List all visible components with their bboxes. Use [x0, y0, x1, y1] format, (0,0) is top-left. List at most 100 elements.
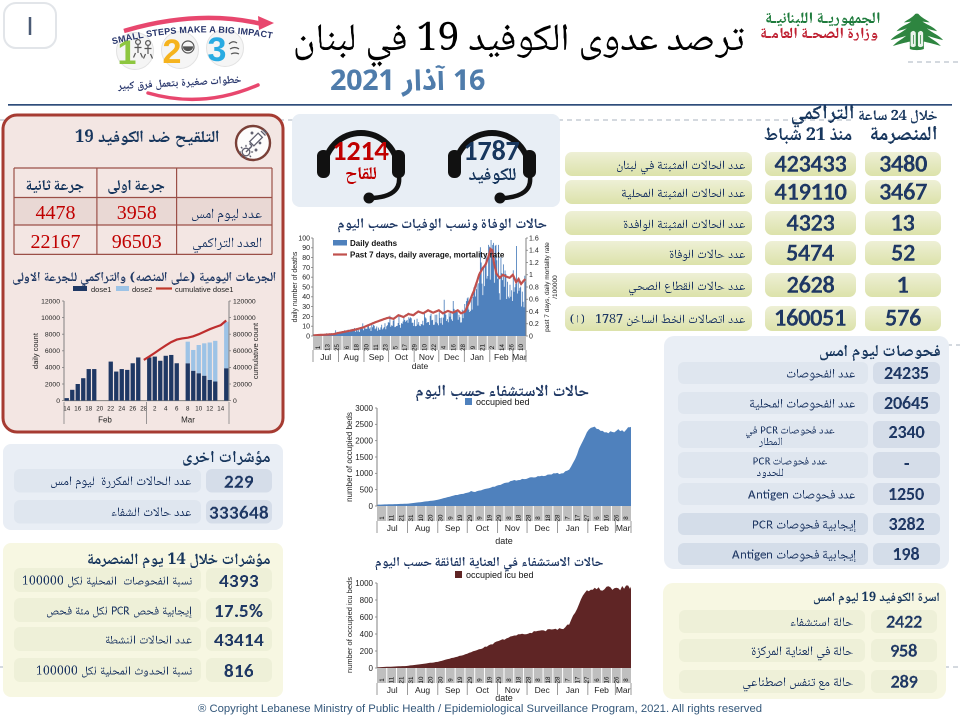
svg-text:0.6: 0.6 — [529, 297, 539, 304]
svg-text:8: 8 — [506, 678, 513, 682]
svg-text:6: 6 — [175, 406, 179, 413]
svg-text:0: 0 — [369, 664, 374, 673]
svg-text:occupied bed: occupied bed — [476, 397, 530, 407]
svg-text:20: 20 — [96, 406, 103, 413]
svg-text:800: 800 — [360, 596, 374, 605]
svg-text:10: 10 — [418, 514, 425, 521]
svg-text:17: 17 — [402, 344, 409, 351]
svg-text:1: 1 — [315, 345, 322, 349]
svg-text:dose1: dose1 — [91, 285, 111, 294]
svg-text:28: 28 — [555, 676, 562, 683]
svg-text:16: 16 — [604, 514, 611, 521]
svg-text:28: 28 — [525, 514, 532, 521]
svg-text:Oct: Oct — [476, 523, 490, 533]
svg-text:60: 60 — [302, 275, 310, 282]
svg-text:Feb: Feb — [594, 523, 609, 533]
svg-text:Jan: Jan — [566, 523, 580, 533]
svg-text:10: 10 — [302, 324, 310, 331]
svg-text:Aug: Aug — [415, 685, 430, 695]
svg-text:4: 4 — [164, 406, 168, 413]
svg-text:Dec: Dec — [535, 685, 551, 695]
svg-text:30: 30 — [438, 514, 445, 521]
svg-text:19: 19 — [486, 676, 493, 683]
svg-text:10000: 10000 — [41, 315, 60, 322]
svg-text:2500: 2500 — [355, 420, 373, 429]
svg-text:Feb: Feb — [494, 352, 509, 362]
svg-text:18: 18 — [516, 514, 523, 521]
svg-text:1: 1 — [379, 678, 386, 682]
svg-text:cumulative count: cumulative count — [251, 322, 260, 379]
svg-text:80: 80 — [302, 255, 310, 262]
svg-text:Aug: Aug — [344, 352, 359, 362]
svg-text:occupied icu bed: occupied icu bed — [466, 570, 534, 580]
svg-text:4: 4 — [441, 345, 448, 349]
svg-text:10: 10 — [418, 676, 425, 683]
svg-text:8: 8 — [535, 516, 542, 520]
svg-text:70: 70 — [302, 265, 310, 272]
svg-text:40000: 40000 — [233, 365, 252, 372]
svg-text:Mar: Mar — [181, 416, 195, 425]
svg-text:26: 26 — [129, 406, 136, 413]
svg-text:12000: 12000 — [41, 298, 60, 305]
svg-text:17: 17 — [574, 676, 581, 683]
svg-text:Dec: Dec — [535, 523, 551, 533]
svg-text:3: 3 — [208, 31, 227, 69]
svg-text:1500: 1500 — [355, 453, 373, 462]
svg-text:1: 1 — [379, 516, 386, 520]
svg-text:4000: 4000 — [45, 365, 60, 372]
svg-text:100000: 100000 — [233, 315, 256, 322]
svg-text:10: 10 — [195, 406, 202, 413]
svg-text:0: 0 — [56, 398, 60, 405]
svg-text:13: 13 — [325, 344, 332, 351]
svg-text:date: date — [412, 361, 429, 371]
svg-text:16: 16 — [74, 406, 81, 413]
svg-text:400: 400 — [360, 630, 374, 639]
svg-text:9: 9 — [447, 516, 454, 520]
svg-text:8: 8 — [623, 678, 630, 682]
svg-text:200: 200 — [360, 647, 374, 656]
svg-text:11: 11 — [389, 514, 396, 521]
svg-text:14: 14 — [217, 406, 224, 413]
svg-text:8: 8 — [623, 516, 630, 520]
svg-text:1.2: 1.2 — [529, 260, 539, 267]
svg-text:14: 14 — [63, 406, 70, 413]
svg-text:date: date — [495, 536, 513, 546]
svg-text:8: 8 — [535, 678, 542, 682]
svg-text:0.2: 0.2 — [529, 321, 539, 328]
svg-text:Sep: Sep — [369, 352, 384, 362]
svg-text:2: 2 — [153, 406, 157, 413]
svg-text:30: 30 — [302, 304, 310, 311]
svg-text:Sep: Sep — [445, 523, 460, 533]
svg-text:19: 19 — [457, 514, 464, 521]
svg-text:16: 16 — [450, 344, 457, 351]
svg-text:Oct: Oct — [395, 352, 409, 362]
svg-text:2: 2 — [163, 33, 182, 71]
svg-text:28: 28 — [460, 344, 467, 351]
svg-text:18: 18 — [516, 676, 523, 683]
svg-text:Past 7 days, daily average, mo: Past 7 days, daily average, mortality ra… — [350, 251, 505, 260]
svg-text:26: 26 — [613, 676, 620, 683]
svg-text:6: 6 — [594, 678, 601, 682]
svg-text:Jan: Jan — [566, 685, 580, 695]
svg-text:Jan: Jan — [470, 352, 484, 362]
svg-text:29: 29 — [496, 514, 503, 521]
svg-text:500: 500 — [360, 485, 374, 494]
svg-text:8: 8 — [186, 406, 190, 413]
svg-text:20000: 20000 — [233, 381, 252, 388]
svg-text:18: 18 — [545, 514, 552, 521]
svg-text:Daily deaths: Daily deaths — [350, 239, 398, 248]
svg-text:18: 18 — [354, 344, 361, 351]
svg-text:30: 30 — [363, 344, 370, 351]
svg-text:31: 31 — [408, 514, 415, 521]
svg-text:11: 11 — [373, 344, 380, 351]
svg-text:Sep: Sep — [445, 685, 460, 695]
svg-text:cumulative dose1: cumulative dose1 — [175, 285, 233, 294]
svg-text:9: 9 — [477, 678, 484, 682]
svg-text:date: date — [495, 693, 513, 703]
svg-text:2000: 2000 — [45, 381, 60, 388]
svg-text:® Copyright Lebanese Ministry: ® Copyright Lebanese Ministry of Public … — [198, 703, 762, 715]
svg-text:27: 27 — [584, 514, 591, 521]
svg-text:12: 12 — [206, 406, 213, 413]
svg-text:16: 16 — [604, 676, 611, 683]
svg-text:8: 8 — [506, 516, 513, 520]
